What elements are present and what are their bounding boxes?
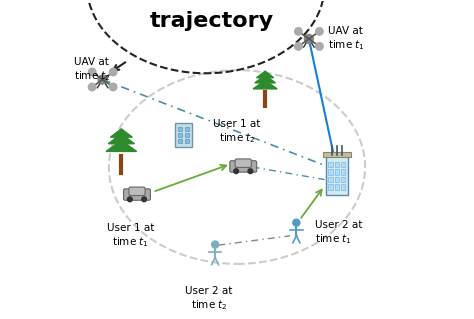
FancyBboxPatch shape [335,169,339,174]
Circle shape [88,83,96,91]
Circle shape [142,197,146,202]
Circle shape [295,43,302,50]
FancyBboxPatch shape [323,152,351,157]
FancyBboxPatch shape [178,127,182,131]
Polygon shape [255,75,275,83]
Text: trajectory: trajectory [150,11,274,31]
FancyBboxPatch shape [341,176,345,182]
Circle shape [98,75,107,84]
Circle shape [295,28,302,35]
FancyBboxPatch shape [341,184,345,189]
FancyBboxPatch shape [335,161,339,167]
Polygon shape [253,80,277,89]
Circle shape [316,28,323,35]
Polygon shape [256,71,273,78]
Circle shape [109,68,117,76]
Circle shape [88,68,96,76]
FancyBboxPatch shape [336,180,338,187]
Polygon shape [110,129,132,137]
FancyBboxPatch shape [328,169,333,174]
FancyBboxPatch shape [341,169,345,174]
Circle shape [234,169,238,174]
FancyBboxPatch shape [185,127,190,131]
FancyBboxPatch shape [230,161,257,172]
FancyBboxPatch shape [328,161,333,167]
FancyBboxPatch shape [178,133,182,137]
Text: User 1 at
time $t_1$: User 1 at time $t_1$ [107,223,155,249]
FancyBboxPatch shape [175,122,192,147]
Text: User 1 at
time $t_2$: User 1 at time $t_2$ [213,119,261,145]
Circle shape [248,169,253,174]
FancyBboxPatch shape [341,161,345,167]
Circle shape [109,83,117,91]
Text: UAV at
time $t_2$: UAV at time $t_2$ [74,57,111,83]
FancyBboxPatch shape [124,189,150,200]
Text: User 2 at
time $t_2$: User 2 at time $t_2$ [185,286,233,312]
FancyBboxPatch shape [335,176,339,182]
Text: UAV at
time $t_1$: UAV at time $t_1$ [328,26,365,52]
FancyBboxPatch shape [328,184,333,189]
FancyBboxPatch shape [129,187,145,196]
Circle shape [316,43,323,50]
FancyBboxPatch shape [328,176,333,182]
Circle shape [293,219,300,226]
FancyBboxPatch shape [335,184,339,189]
FancyBboxPatch shape [185,139,190,143]
Circle shape [304,34,313,43]
Polygon shape [108,134,135,144]
FancyBboxPatch shape [185,133,190,137]
Circle shape [211,241,219,248]
Polygon shape [106,140,137,152]
Text: User 2 at
time $t_1$: User 2 at time $t_1$ [315,220,363,246]
FancyBboxPatch shape [178,139,182,143]
Circle shape [128,197,132,202]
FancyBboxPatch shape [326,154,348,195]
FancyBboxPatch shape [235,159,251,167]
